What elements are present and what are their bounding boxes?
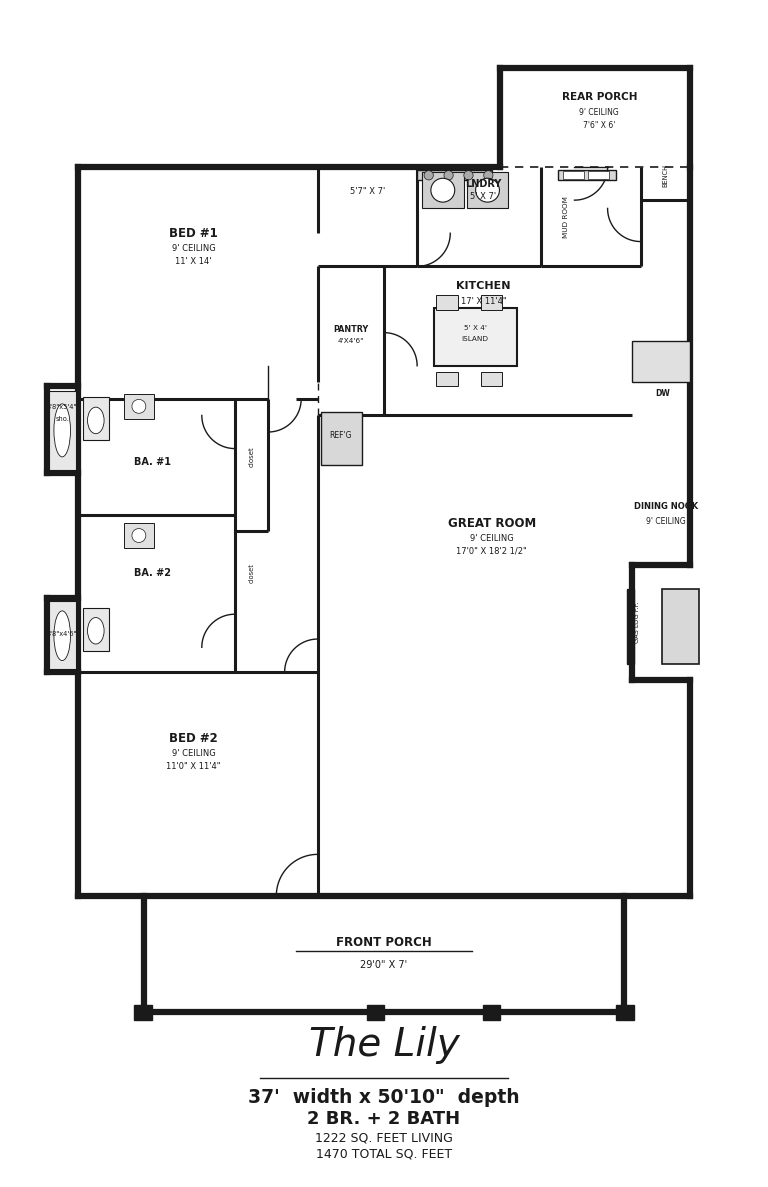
Bar: [627, 590, 634, 664]
Bar: [436, 372, 458, 387]
Bar: [124, 394, 154, 419]
Text: The Lily: The Lily: [309, 1026, 459, 1064]
Text: 3'8"x5'4": 3'8"x5'4": [47, 404, 78, 411]
Text: 5' X 4': 5' X 4': [464, 325, 487, 331]
Text: closet: closet: [249, 446, 254, 468]
Text: 2 BR. + 2 BATH: 2 BR. + 2 BATH: [307, 1110, 461, 1129]
Ellipse shape: [88, 617, 104, 645]
Bar: [666, 592, 695, 661]
Circle shape: [431, 178, 455, 202]
Bar: [417, 170, 492, 180]
Bar: [367, 1005, 384, 1020]
Text: 5'7" X 7': 5'7" X 7': [349, 188, 385, 196]
Circle shape: [132, 399, 146, 413]
Bar: [48, 391, 76, 470]
Text: 9' CEILING: 9' CEILING: [579, 108, 619, 116]
Text: PANTRY: PANTRY: [333, 325, 369, 334]
Text: 1222 SQ. FEET LIVING: 1222 SQ. FEET LIVING: [315, 1131, 453, 1144]
Bar: [558, 170, 616, 180]
Bar: [124, 523, 154, 548]
Text: BED #2: BED #2: [169, 732, 218, 745]
Text: 11'0" X 11'4": 11'0" X 11'4": [167, 762, 220, 772]
Text: BED #1: BED #1: [169, 227, 218, 240]
Text: 9' CEILING: 9' CEILING: [470, 533, 514, 542]
Text: 9' CEILING: 9' CEILING: [646, 518, 685, 526]
Bar: [83, 608, 109, 650]
Text: 3'8"x4'6": 3'8"x4'6": [47, 631, 78, 637]
Bar: [83, 398, 109, 440]
Text: 29'0" X 7': 29'0" X 7': [360, 960, 408, 970]
Bar: [632, 341, 690, 382]
Text: REF'G: REF'G: [329, 431, 353, 440]
Text: 4'X4'6": 4'X4'6": [338, 338, 364, 344]
Bar: [483, 1005, 500, 1020]
Circle shape: [464, 171, 473, 180]
Bar: [134, 1005, 152, 1020]
Circle shape: [424, 171, 433, 180]
Bar: [48, 601, 76, 668]
Bar: [467, 172, 508, 209]
Ellipse shape: [54, 611, 71, 661]
Text: sho.: sho.: [55, 415, 69, 421]
Bar: [588, 171, 609, 179]
Bar: [436, 296, 458, 310]
Text: BA. #2: BA. #2: [134, 567, 170, 578]
Text: BA. #1: BA. #1: [134, 457, 170, 466]
Bar: [481, 372, 502, 387]
Text: 17'0" X 18'2 1/2": 17'0" X 18'2 1/2": [456, 547, 527, 556]
Bar: [434, 307, 517, 366]
Text: 5' X 7': 5' X 7': [470, 192, 496, 202]
Text: 1470 TOTAL SQ. FEET: 1470 TOTAL SQ. FEET: [316, 1148, 452, 1161]
Ellipse shape: [54, 404, 71, 457]
Bar: [616, 1005, 634, 1020]
Bar: [662, 590, 699, 664]
Text: 11' X 14': 11' X 14': [175, 256, 212, 266]
Text: 9' CEILING: 9' CEILING: [172, 749, 215, 757]
Circle shape: [475, 178, 499, 202]
Bar: [563, 171, 584, 179]
Text: LNDRY: LNDRY: [465, 178, 502, 189]
Text: closet: closet: [249, 563, 254, 583]
Bar: [481, 296, 502, 310]
Text: 37'  width x 50'10"  depth: 37' width x 50'10" depth: [248, 1088, 520, 1107]
Text: DW: DW: [655, 389, 670, 399]
Text: DINING NOOK: DINING NOOK: [634, 502, 697, 512]
Text: 7'6" X 6': 7'6" X 6': [583, 121, 615, 131]
Text: 9' CEILING: 9' CEILING: [172, 243, 215, 253]
Text: REAR PORCH: REAR PORCH: [561, 93, 637, 102]
Text: BENCH: BENCH: [663, 164, 669, 186]
Circle shape: [484, 171, 493, 180]
Bar: [321, 412, 362, 465]
Text: GREAT ROOM: GREAT ROOM: [448, 516, 536, 529]
Bar: [422, 172, 464, 209]
Circle shape: [444, 171, 453, 180]
Text: MUD ROOM: MUD ROOM: [563, 196, 569, 237]
Ellipse shape: [88, 407, 104, 433]
Text: KITCHEN: KITCHEN: [456, 281, 511, 291]
Text: ISLAND: ISLAND: [462, 336, 488, 342]
Text: GAS LOG F.P.: GAS LOG F.P.: [634, 602, 641, 643]
Circle shape: [132, 528, 146, 542]
Text: FRONT PORCH: FRONT PORCH: [336, 935, 432, 948]
Text: 17' X 11'4": 17' X 11'4": [461, 297, 506, 306]
